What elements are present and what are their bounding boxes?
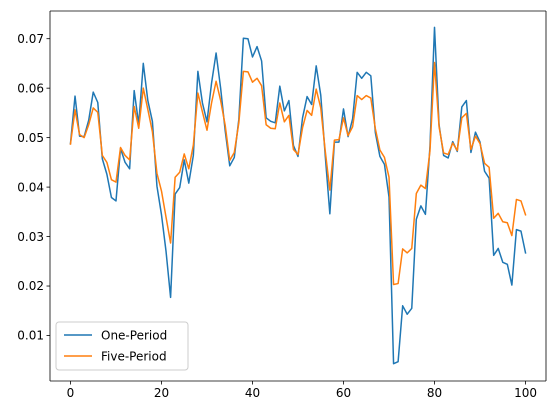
x-tick-label: 100 <box>514 386 537 400</box>
legend-box <box>55 321 189 371</box>
legend-label-five-period: Five-Period <box>101 350 167 364</box>
x-tick-label: 0 <box>67 386 75 400</box>
plot-area <box>50 11 546 381</box>
y-tick-label: 0.06 <box>17 81 44 95</box>
y-tick-label: 0.03 <box>17 230 44 244</box>
y-tick-label: 0.02 <box>17 279 44 293</box>
x-tick-label: 60 <box>336 386 351 400</box>
x-tick-label: 40 <box>245 386 260 400</box>
y-tick-label: 0.04 <box>17 180 44 194</box>
x-tick-label: 80 <box>427 386 442 400</box>
legend: One-Period Five-Period <box>55 321 189 371</box>
series-line-five-period <box>69 61 527 286</box>
y-tick-label: 0.01 <box>17 329 44 343</box>
x-tick-label: 20 <box>154 386 169 400</box>
legend-label-one-period: One-Period <box>101 329 167 343</box>
y-tick-label: 0.05 <box>17 131 44 145</box>
axes-layer <box>49 10 547 382</box>
ticks-layer: 0 20 40 60 80 100 0.01 0.02 0.03 0.04 0.05 0.06 0.07 <box>17 32 537 400</box>
y-tick-label: 0.07 <box>17 32 44 46</box>
series-layer <box>69 26 527 365</box>
